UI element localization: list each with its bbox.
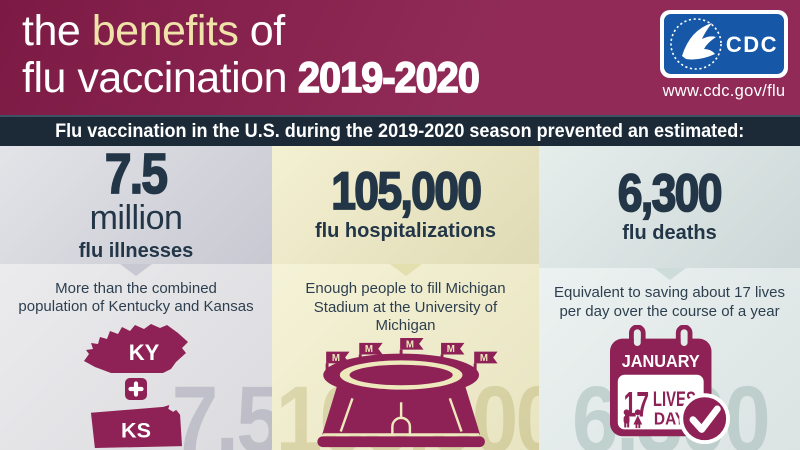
checkmark-icon bbox=[689, 405, 721, 434]
cdc-logo-icon: CDC bbox=[660, 10, 788, 78]
hhs-seal-ring bbox=[670, 18, 722, 70]
calendar-illustration: JANUARY 17 LIVES DAY bbox=[539, 321, 800, 446]
flag-m-label: M bbox=[331, 353, 339, 364]
stat-value: 7.5 bbox=[104, 146, 169, 206]
subtitle-text: flu vaccination bbox=[22, 54, 299, 102]
stat-columns: 7.5 million flu illnesses 7.5 More than … bbox=[0, 146, 800, 450]
flag-m-label: M bbox=[479, 353, 487, 364]
description-line: population of Kentucky and Kansas bbox=[18, 298, 254, 316]
cdc-logo-text: CDC bbox=[726, 32, 778, 57]
title-line-1: the benefits of bbox=[22, 8, 495, 55]
hhs-eagle-icon bbox=[682, 23, 716, 60]
calendar-17-lives-icon: JANUARY 17 LIVES DAY bbox=[609, 325, 730, 445]
stat-value: 6,300 bbox=[617, 163, 723, 223]
kentucky-state-icon: KY bbox=[84, 324, 188, 373]
states-illustration: KY KS bbox=[0, 317, 272, 450]
column-flu-illnesses: 7.5 million flu illnesses 7.5 More than … bbox=[0, 146, 272, 450]
title-highlight: benefits bbox=[91, 7, 239, 55]
description-line: Michigan bbox=[375, 317, 436, 335]
calendar-day-label: DAY bbox=[653, 409, 684, 429]
description-line: per day over the course of a year bbox=[559, 302, 780, 320]
page-title: the benefits of flu vaccination 2019-202… bbox=[22, 8, 495, 103]
flag-m-label: M bbox=[446, 344, 454, 355]
stat-unit: million bbox=[89, 199, 183, 238]
section-pointer bbox=[389, 264, 422, 277]
description-line: Equivalent to saving about 17 lives bbox=[554, 284, 785, 301]
cdc-brand-block: CDC www.cdc.gov/flu bbox=[656, 10, 792, 101]
section-pointer bbox=[653, 268, 686, 280]
kansas-state-icon: KS bbox=[90, 404, 183, 449]
header: the benefits of flu vaccination 2019-202… bbox=[0, 0, 800, 115]
section-pointer bbox=[120, 263, 152, 276]
detail-block-hospitalizations: 105,000 Enough people to fill Michigan S… bbox=[272, 264, 539, 450]
stat-label: flu deaths bbox=[622, 222, 717, 245]
kansas-label: KS bbox=[121, 418, 151, 442]
season-label: 2019-2020 bbox=[298, 54, 481, 103]
title-line-2: flu vaccination 2019-2020 bbox=[22, 54, 495, 103]
description: More than the combined population of Ken… bbox=[0, 280, 272, 317]
description-line: Stadium at the University of bbox=[313, 298, 498, 316]
column-flu-deaths: 6,300 flu deaths 6,300 Equivalent to sav… bbox=[539, 146, 800, 450]
watermark-number: 7.5 bbox=[171, 367, 272, 450]
stadium-flags: M M M M M bbox=[325, 338, 498, 364]
flag-m-label: M bbox=[364, 344, 372, 355]
description: Enough people to fill Michigan Stadium a… bbox=[272, 280, 539, 336]
cdc-url-link[interactable]: www.cdc.gov/flu bbox=[662, 82, 786, 100]
column-flu-hospitalizations: 105,000 flu hospitalizations 105,000 Eno… bbox=[272, 146, 539, 450]
stat-block-hospitalizations: 105,000 flu hospitalizations bbox=[272, 146, 539, 265]
stat-value: 105,000 bbox=[330, 161, 482, 221]
calendar-month-label: JANUARY bbox=[621, 351, 699, 371]
stat-label: flu illnesses bbox=[78, 239, 194, 262]
description: Equivalent to saving about 17 lives per … bbox=[539, 284, 800, 321]
stat-block-deaths: 6,300 flu deaths bbox=[539, 146, 800, 268]
title-text: of bbox=[238, 7, 285, 55]
check-circle bbox=[678, 393, 730, 445]
flag-m-label: M bbox=[405, 339, 413, 350]
stadium-illustration: M M M M M bbox=[272, 336, 539, 450]
stat-label: flu hospitalizations bbox=[314, 220, 497, 243]
description-line: More than the combined bbox=[55, 279, 217, 297]
description-line: Enough people to fill Michigan bbox=[305, 280, 506, 298]
detail-block-deaths: 6,300 Equivalent to saving about 17 live… bbox=[539, 268, 800, 450]
stat-block-illnesses: 7.5 million flu illnesses bbox=[0, 146, 272, 264]
lead-banner-text: Flu vaccination in the U.S. during the 2… bbox=[55, 120, 745, 142]
calendar-ring bbox=[628, 325, 646, 355]
calendar-ring bbox=[675, 325, 692, 355]
plus-icon bbox=[125, 378, 147, 400]
detail-block-illnesses: 7.5 More than the combined population of… bbox=[0, 263, 272, 450]
lead-banner: Flu vaccination in the U.S. during the 2… bbox=[0, 115, 800, 146]
michigan-stadium-icon: M M M M M bbox=[316, 338, 498, 448]
people-icons bbox=[623, 409, 642, 429]
kentucky-label: KY bbox=[129, 340, 160, 365]
title-text: the bbox=[22, 7, 92, 55]
